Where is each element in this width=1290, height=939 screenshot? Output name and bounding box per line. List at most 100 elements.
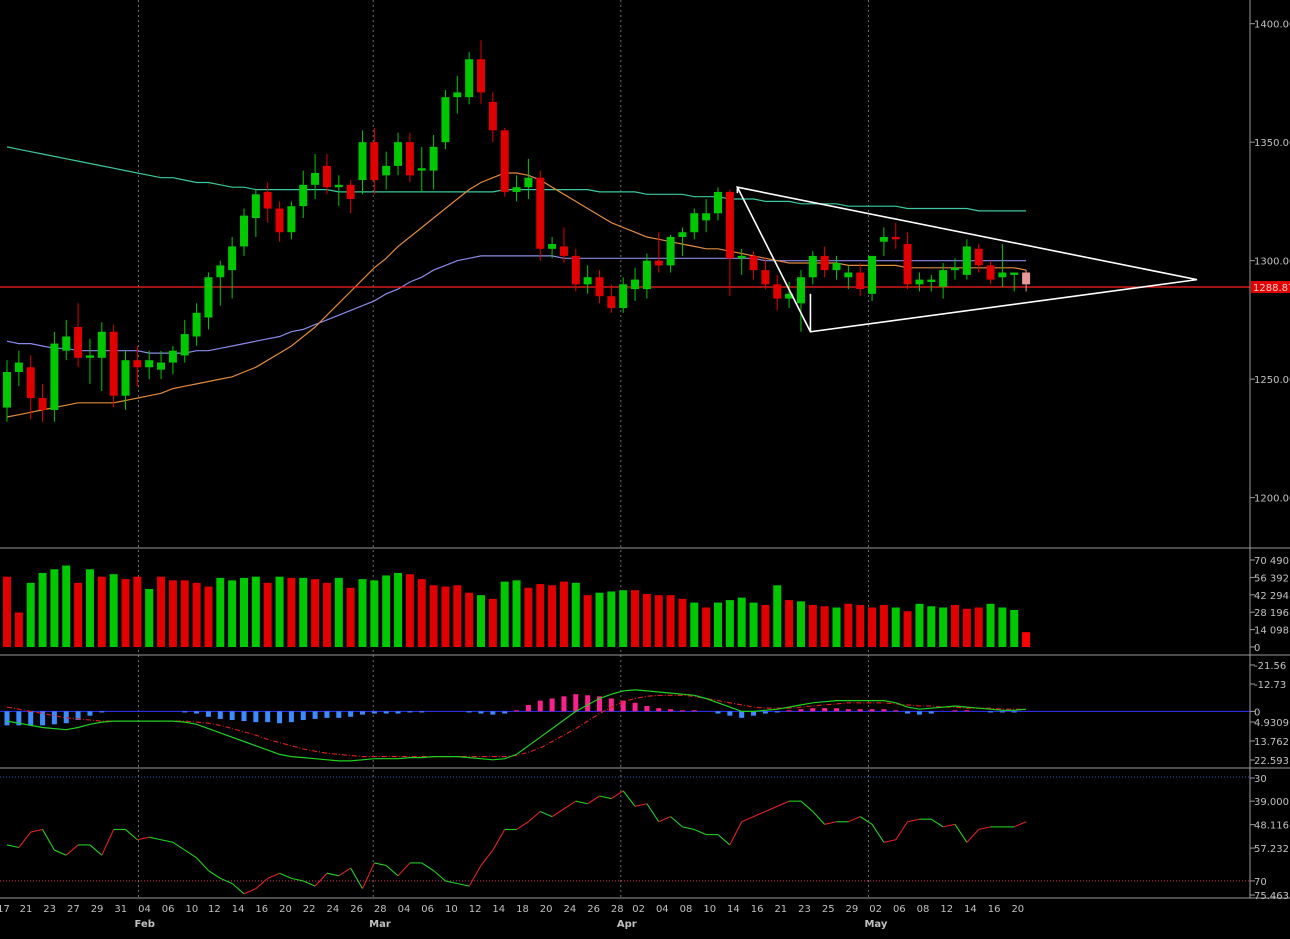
rsi-segment (338, 867, 351, 877)
candle-body (548, 244, 557, 249)
candle-body (642, 260, 651, 290)
rsi-segment (255, 877, 269, 890)
candle-body (879, 236, 888, 242)
rsi-segment (800, 800, 814, 812)
volume-bar (275, 576, 284, 647)
rsi-segment (1014, 821, 1027, 828)
rsi-segment (89, 844, 103, 856)
volume-tick-label: 56 392 (1254, 573, 1289, 584)
volume-bar (785, 600, 794, 647)
macd-histogram-bar (537, 700, 543, 712)
rsi-segment (622, 790, 636, 807)
volume-bar (962, 608, 971, 647)
volume-bar (998, 607, 1007, 647)
price-tag-bg (1251, 281, 1290, 294)
macd-histogram-bar (205, 711, 211, 717)
date-tick-label: 06 (421, 904, 434, 915)
date-tick-label: 04 (398, 904, 411, 915)
candle-body (334, 184, 343, 188)
macd-histogram-bar (727, 711, 733, 716)
rsi-segment (587, 795, 600, 805)
rsi-segment (42, 829, 55, 851)
macd-histogram-bar (798, 709, 804, 712)
candle-body (571, 255, 580, 285)
macd-pane (0, 689, 1250, 762)
macd-histogram-bar (360, 711, 365, 715)
macd-histogram-bar (549, 698, 555, 712)
date-tick-label: 16 (255, 904, 268, 915)
candle-body (477, 59, 485, 93)
macd-histogram-bar (383, 711, 389, 714)
rsi-segment (812, 811, 826, 825)
volume-bar (832, 607, 841, 647)
volume-bar (180, 580, 189, 647)
macd-histogram-bar (87, 711, 93, 716)
macd-tick-label: -21.56 (1254, 661, 1286, 672)
volume-bar (97, 576, 106, 647)
date-tick-label: 29 (846, 904, 859, 915)
macd-histogram-bar (514, 710, 520, 712)
rsi-segment (848, 816, 861, 823)
volume-bar (299, 577, 308, 647)
volume-bar (50, 569, 59, 647)
macd-histogram-bar (893, 710, 899, 712)
rsi-segment (634, 803, 648, 807)
ma-mid-line (6, 172, 1027, 418)
candle-body (121, 360, 130, 396)
macd-histogram-bar (371, 711, 377, 714)
volume-bar (145, 588, 154, 647)
date-tick-label: 06 (893, 904, 906, 915)
macd-histogram-bar (1011, 711, 1017, 713)
volume-bar (192, 582, 201, 647)
volume-bar (263, 582, 272, 647)
candle-body (512, 187, 521, 192)
volume-bar (974, 607, 983, 647)
candle-body (50, 343, 59, 410)
rsi-segment (362, 862, 375, 889)
rsi-segment (445, 880, 458, 885)
candle-body (986, 265, 995, 280)
candle-body (607, 296, 616, 309)
candle-body (14, 362, 23, 373)
rsi-segment (468, 865, 482, 887)
macd-histogram-bar (834, 708, 839, 712)
candle-body (453, 92, 462, 98)
candle-body (773, 284, 782, 299)
candle-body (465, 59, 474, 98)
date-tick-label: 02 (632, 904, 645, 915)
macd-histogram-bar (561, 696, 567, 712)
volume-bar (536, 584, 545, 647)
rsi-segment (765, 805, 778, 812)
candle-body (346, 184, 355, 200)
macd-histogram-bar (490, 711, 496, 715)
candle-body (785, 293, 794, 299)
rsi-segment (326, 872, 339, 877)
volume-bar (251, 576, 260, 647)
volume-bar (690, 602, 699, 647)
date-tick-label: 31 (114, 904, 127, 915)
volume-bar (382, 575, 391, 647)
macd-histogram-bar (869, 709, 875, 712)
candle-body (3, 372, 11, 408)
macd-histogram-bar (395, 711, 401, 714)
volume-bar (737, 597, 746, 647)
volume-bar (595, 592, 604, 647)
candle-body (536, 177, 545, 249)
volume-bar (38, 572, 47, 647)
volume-bar (240, 577, 248, 647)
macd-line (6, 689, 1027, 762)
macd-histogram-bar (786, 710, 792, 712)
date-tick-label: 12 (940, 904, 953, 915)
macd-histogram-bar (217, 711, 223, 719)
candle-body (382, 165, 391, 176)
candle-body (145, 360, 154, 368)
rsi-segment (966, 829, 980, 843)
date-tick-label: 28 (611, 904, 624, 915)
rsi-segment (303, 880, 316, 887)
macd-histogram-bar (265, 711, 271, 723)
rsi-segment (6, 844, 19, 849)
volume-bar (986, 603, 995, 647)
date-tick-label: 26 (587, 904, 600, 915)
rsi-segment (516, 821, 529, 830)
date-tick-label: 16 (988, 904, 1001, 915)
